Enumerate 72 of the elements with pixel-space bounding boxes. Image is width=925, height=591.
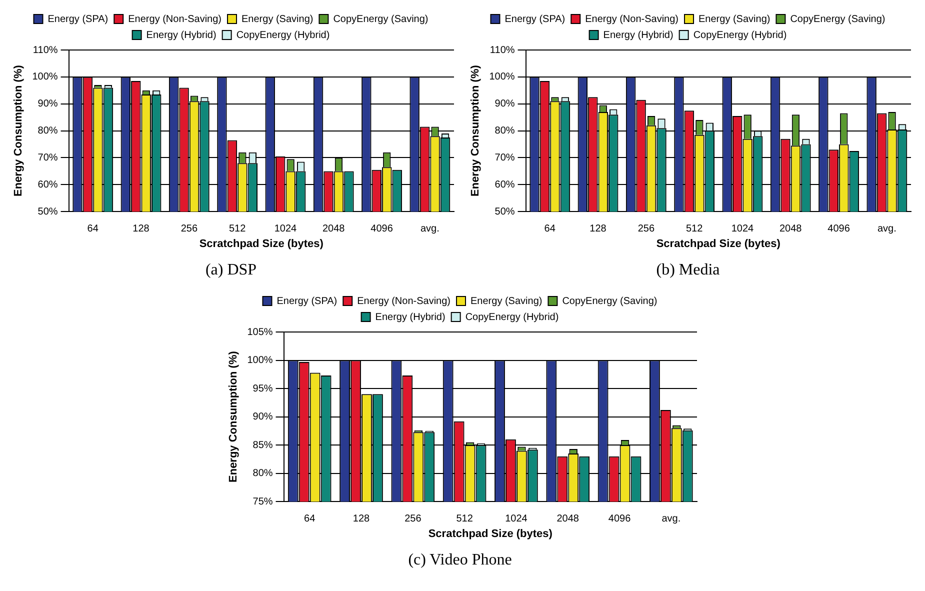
x-tick-label: 4096 — [370, 223, 394, 234]
x-tick-label: 64 — [87, 223, 99, 234]
legend-label: CopyEnergy (Saving) — [790, 14, 886, 25]
legend-label: CopyEnergy (Hybrid) — [464, 312, 558, 323]
x-tick-label: avg. — [877, 223, 896, 234]
y-tick-label: 105% — [246, 326, 272, 338]
x-tick-label: 1024 — [504, 513, 528, 524]
legend-label: Energy (Saving) — [470, 296, 542, 307]
y-tick-label: 80% — [494, 126, 515, 137]
legend-label: Energy (Hybrid) — [146, 30, 216, 41]
legend-label: CopyEnergy (Hybrid) — [693, 30, 787, 41]
x-tick-label: 128 — [352, 513, 370, 524]
y-tick-label: 75% — [252, 496, 272, 508]
y-tick-label: 100% — [246, 355, 272, 366]
y-axis-title: Energy Consumption (%) — [12, 64, 25, 196]
legend-label: Energy (Hybrid) — [603, 30, 674, 41]
y-tick-label: 60% — [494, 179, 515, 190]
text: (b) Media — [656, 262, 720, 279]
text: (a) DSP — [205, 262, 257, 279]
x-tick-label: avg. — [420, 223, 440, 234]
x-tick-label: 2048 — [322, 223, 346, 234]
y-axis-title: Energy Consumption (%) — [227, 350, 240, 482]
y-axis-title: Energy Consumption (%) — [470, 64, 482, 196]
legend-label: Energy (Saving) — [698, 14, 770, 25]
x-tick-label: 64 — [304, 513, 316, 524]
y-tick-label: 100% — [32, 72, 58, 83]
x-tick-label: 128 — [590, 223, 607, 234]
legend-label: Energy (Non-Saving) — [585, 14, 679, 25]
y-tick-label: 60% — [38, 179, 58, 190]
y-tick-label: 95% — [252, 383, 272, 394]
text: (c) Video Phone — [408, 552, 512, 569]
x-tick-label: 2048 — [779, 223, 802, 234]
legend-label: CopyEnergy (Saving) — [333, 14, 428, 25]
y-tick-label: 110% — [32, 44, 58, 56]
x-tick-label: 512 — [228, 223, 246, 234]
y-tick-label: 90% — [38, 98, 58, 110]
x-tick-label: avg. — [661, 513, 680, 524]
y-tick-label: 80% — [38, 126, 58, 137]
y-tick-label: 50% — [38, 206, 58, 218]
y-tick-label: 70% — [38, 152, 58, 164]
y-tick-label: 100% — [489, 72, 515, 83]
y-tick-label: 110% — [490, 44, 515, 56]
y-tick-label: 70% — [494, 152, 515, 164]
x-tick-label: 128 — [132, 223, 150, 234]
legend-label: Energy (SPA) — [504, 14, 566, 25]
legend-label: CopyEnergy (Saving) — [562, 296, 657, 307]
legend-label: Energy (Saving) — [242, 14, 314, 25]
legend-label: Energy (SPA) — [48, 14, 108, 25]
x-tick-label: 1024 — [731, 223, 754, 234]
x-axis-title: Scratchpad Size (bytes) — [199, 238, 324, 250]
x-tick-label: 4096 — [828, 223, 850, 234]
y-tick-label: 90% — [494, 98, 515, 110]
x-tick-label: 1024 — [274, 223, 298, 234]
legend-label: Energy (SPA) — [276, 296, 337, 307]
x-tick-label: 512 — [686, 223, 704, 234]
y-tick-label: 90% — [252, 412, 272, 423]
legend-label: Energy (Hybrid) — [374, 312, 445, 323]
x-tick-label: 256 — [404, 513, 422, 524]
legend-label: Energy (Non-Saving) — [128, 14, 222, 25]
legend-label: Energy (Non-Saving) — [356, 296, 450, 307]
x-tick-label: 256 — [180, 223, 198, 234]
x-tick-label: 4096 — [608, 513, 631, 524]
legend-label: CopyEnergy (Hybrid) — [236, 30, 330, 41]
y-tick-label: 85% — [252, 440, 272, 451]
y-tick-label: 50% — [494, 206, 515, 218]
y-tick-label: 80% — [252, 468, 272, 480]
x-tick-label: 512 — [456, 513, 473, 524]
x-tick-label: 256 — [638, 223, 655, 234]
x-tick-label: 2048 — [556, 513, 579, 524]
x-axis-title: Scratchpad Size (bytes) — [656, 238, 781, 250]
x-tick-label: 64 — [544, 223, 556, 234]
x-axis-title: Scratchpad Size (bytes) — [428, 528, 552, 540]
